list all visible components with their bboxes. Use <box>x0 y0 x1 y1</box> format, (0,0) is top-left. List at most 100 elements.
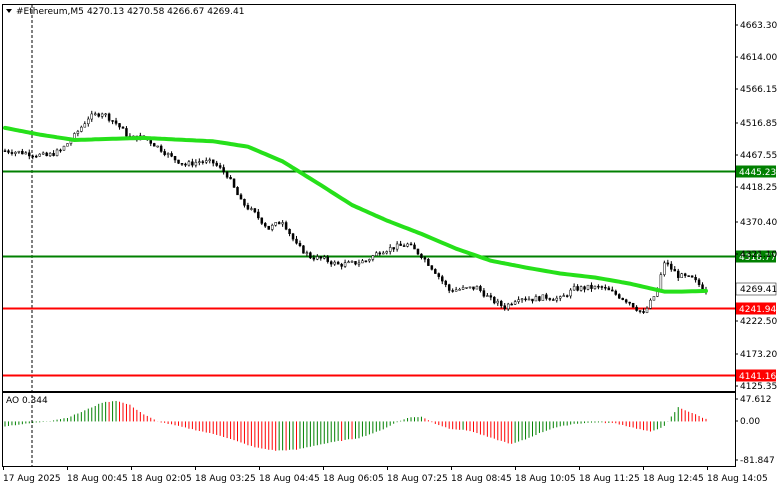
level-tag-4141.16 <box>736 369 776 382</box>
candle-body <box>194 162 198 166</box>
candle-body <box>531 298 534 302</box>
candle-body <box>80 126 83 132</box>
candle-body <box>486 295 489 297</box>
candle-body <box>336 261 340 265</box>
candle-body <box>510 303 513 306</box>
candle-body <box>354 261 357 265</box>
candle-body <box>295 238 298 244</box>
candle-body <box>597 285 600 288</box>
candle-body <box>205 160 208 163</box>
candle-body <box>569 289 572 297</box>
time-tick-label: 18 Aug 03:25 <box>195 474 256 484</box>
candle-body <box>100 113 104 117</box>
candle-body <box>420 253 423 259</box>
candle-body <box>90 113 94 120</box>
candle-body <box>48 153 52 157</box>
candle-body <box>364 260 368 263</box>
candle-body <box>663 262 666 275</box>
candle-body <box>316 256 319 260</box>
level-tag-text: 4241.94 <box>739 305 776 315</box>
price-tick-label: 4566.15 <box>740 85 777 95</box>
candle-body <box>371 255 375 260</box>
candle-body <box>506 303 510 310</box>
time-tick-label: 17 Aug 2025 <box>3 474 61 484</box>
candle-body <box>31 155 35 158</box>
candle-body <box>493 296 496 304</box>
symbol-label: #Ethereum,M5 <box>16 7 84 17</box>
candle-body <box>590 284 593 289</box>
candle-body <box>284 222 288 230</box>
candle-body <box>166 153 170 155</box>
candle-body <box>458 289 461 291</box>
candle-body <box>694 277 697 281</box>
candle-body <box>312 257 316 260</box>
candle-body <box>274 222 277 226</box>
candle-body <box>378 252 382 255</box>
candle-body <box>93 113 97 116</box>
candle-body <box>253 208 257 213</box>
candle-body <box>461 287 465 290</box>
ao-label: AO 0.344 <box>6 396 48 406</box>
candle-body <box>482 290 486 297</box>
candle-body <box>62 145 66 151</box>
candle-body <box>87 118 90 125</box>
candle-body <box>416 248 420 255</box>
moving-average <box>3 125 708 294</box>
candle-body <box>323 256 326 259</box>
candle-body <box>479 286 482 291</box>
dropdown-triangle-icon[interactable] <box>6 9 12 13</box>
candle-body <box>545 294 548 299</box>
candle-body <box>500 300 503 306</box>
candle-body <box>184 163 187 166</box>
candle-body <box>444 280 447 285</box>
candle-body <box>576 286 579 291</box>
time-tick-label: 18 Aug 04:45 <box>259 474 320 484</box>
candle-body <box>427 258 430 266</box>
candle-body <box>180 163 184 165</box>
candle-body <box>97 113 100 117</box>
ao-axis: 47.612 0.00 -81.847 <box>735 395 775 466</box>
time-tick-label: 18 Aug 12:45 <box>643 474 704 484</box>
candle-body <box>395 243 399 250</box>
level-tag-4241.94 <box>736 302 776 315</box>
candle-body <box>333 261 336 265</box>
candle-body <box>347 261 350 264</box>
candle-body <box>454 289 458 292</box>
candle-body <box>340 263 343 267</box>
time-axis: 17 Aug 2025 18 Aug 00:45 18 Aug 02:05 18 Au… <box>3 466 768 484</box>
candle-body <box>624 299 628 303</box>
candle-body <box>14 151 17 154</box>
price-tick-label: 4321.10 <box>740 250 777 260</box>
candle-body <box>59 149 62 152</box>
level-tag-text: 4141.16 <box>739 372 776 382</box>
candle-body <box>187 161 191 166</box>
candle-body <box>652 296 656 301</box>
candle-body <box>645 308 649 313</box>
candle-body <box>468 286 472 289</box>
candle-body <box>45 152 48 157</box>
price-tick-label: 4467.55 <box>740 151 777 161</box>
candle-body <box>156 145 159 148</box>
ao-tick-label: 47.612 <box>740 395 772 405</box>
chart-header: #Ethereum,M5 4270.13 4270.58 4266.67 426… <box>6 7 244 17</box>
candle-body <box>382 252 385 255</box>
candle-body <box>676 270 680 278</box>
candle-body <box>3 150 7 152</box>
candle-body <box>41 152 45 155</box>
price-tick-label: 4516.85 <box>740 119 777 129</box>
candle-body <box>302 245 305 254</box>
candle-body <box>191 161 194 166</box>
candle-body <box>281 222 284 225</box>
candle-body <box>121 126 125 129</box>
candle-body <box>291 233 295 240</box>
level-tag-text: 4318.77 <box>739 253 776 263</box>
candle-body <box>218 165 222 168</box>
candle-body <box>604 287 607 289</box>
candle-body <box>451 290 454 292</box>
candle-body <box>361 260 364 264</box>
candle-body <box>572 286 576 291</box>
candle-body <box>319 256 323 259</box>
candle-body <box>489 295 493 298</box>
main-chart-frame <box>2 4 736 392</box>
